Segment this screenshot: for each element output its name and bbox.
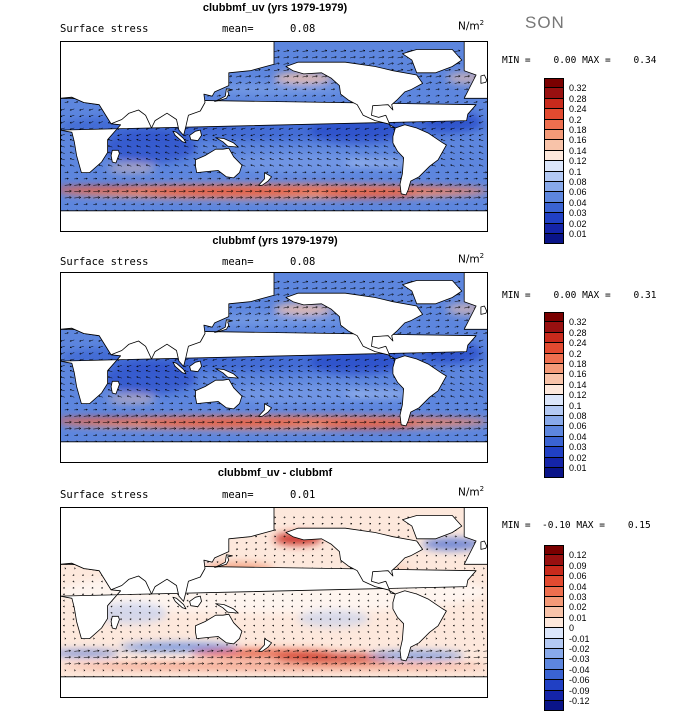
colorbar-swatch xyxy=(544,192,564,202)
colorbar-swatch xyxy=(544,130,564,140)
colorbar-level-label: 0.14 xyxy=(569,380,587,390)
colorbar-swatch xyxy=(544,140,564,150)
colorbar-swatch xyxy=(544,161,564,171)
panel-2-map xyxy=(60,272,488,463)
colorbar-swatch xyxy=(544,426,564,436)
land-antarctica xyxy=(60,442,488,463)
colorbar-swatch xyxy=(544,99,564,109)
colorbar-level-label: 0.12 xyxy=(569,156,587,166)
panel-1-title: clubbmf_uv (yrs 1979-1979) xyxy=(203,2,347,14)
field-contour xyxy=(108,163,156,174)
field-contour xyxy=(143,190,309,196)
colorbar-level-label: 0.03 xyxy=(569,208,587,218)
colorbar-swatch xyxy=(544,182,564,192)
colorbar-level-label: 0.18 xyxy=(569,359,587,369)
colorbar-level-label: 0.28 xyxy=(569,328,587,338)
panel-3-unit: N/m2 xyxy=(458,485,484,499)
colorbar-swatch xyxy=(544,224,564,234)
colorbar-level-label: 0.04 xyxy=(569,432,587,442)
colorbar-swatch xyxy=(544,364,564,374)
panel-2-subtitle: Surface stress xyxy=(60,256,149,268)
panel-3-map xyxy=(60,507,488,698)
colorbar-level-label: 0.24 xyxy=(569,338,587,348)
panel-1-map xyxy=(60,41,488,232)
field-layer xyxy=(60,507,488,698)
panel-2-unit: N/m2 xyxy=(458,252,484,266)
colorbar-level-label: 0.2 xyxy=(569,349,582,359)
panel-3-mean-label: mean= xyxy=(222,489,254,501)
panel-1-subtitle: Surface stress xyxy=(60,23,149,35)
colorbar-level-label: 0.08 xyxy=(569,177,587,187)
colorbar-swatch xyxy=(544,120,564,130)
colorbar-swatch xyxy=(544,416,564,426)
colorbar-swatch xyxy=(544,213,564,223)
colorbar-level-label: 0.28 xyxy=(569,94,587,104)
field-layer xyxy=(60,272,488,463)
colorbar-level-label: 0.1 xyxy=(569,167,582,177)
panel-2-minmax: MIN = 0.00 MAX = 0.31 xyxy=(502,290,656,301)
colorbar-level-label: 0.06 xyxy=(569,187,587,197)
colorbar-level-label: 0.32 xyxy=(569,317,587,327)
colorbar-level-label: 0.16 xyxy=(569,369,587,379)
field-contour xyxy=(369,651,464,659)
colorbar-level-label: 0.1 xyxy=(569,401,582,411)
colorbar-swatch xyxy=(544,406,564,416)
colorbar-swatch xyxy=(544,203,564,213)
colorbar-level-label: 0.12 xyxy=(569,390,587,400)
panel-1-mean-value: 0.08 xyxy=(290,23,315,35)
colorbar-level-label: 0.18 xyxy=(569,125,587,135)
panel-3-title: clubbmf_uv - clubbmf xyxy=(218,467,332,479)
colorbar-swatch xyxy=(544,322,564,332)
colorbar-level-label: 0.04 xyxy=(569,198,587,208)
colorbar-level-label: 0.32 xyxy=(569,83,587,93)
season-label: SON xyxy=(525,13,565,33)
field-contour xyxy=(108,394,156,405)
colorbar-swatch xyxy=(544,395,564,405)
panel-1-minmax: MIN = 0.00 MAX = 0.34 xyxy=(502,55,656,66)
colorbar-swatch xyxy=(544,151,564,161)
field-layer xyxy=(60,41,488,232)
colorbar-swatch xyxy=(544,88,564,98)
colorbar-level-label: 0.06 xyxy=(569,421,587,431)
colorbar-level-label: 0.08 xyxy=(569,411,587,421)
panel-2-mean-value: 0.08 xyxy=(290,256,315,268)
colorbar-level-label: 0.02 xyxy=(569,219,587,229)
colorbar-swatch xyxy=(544,468,564,478)
panel-2-mean-label: mean= xyxy=(222,256,254,268)
panel-2-title: clubbmf (yrs 1979-1979) xyxy=(212,235,337,247)
colorbar-level-label: 0.16 xyxy=(569,135,587,145)
colorbar-swatch xyxy=(544,447,564,457)
colorbar-swatch xyxy=(544,333,564,343)
colorbar-level-label: 0.03 xyxy=(569,442,587,452)
colorbar-swatch xyxy=(544,458,564,468)
colorbar-swatch xyxy=(544,343,564,353)
colorbar-level-label: 0.01 xyxy=(569,463,587,473)
colorbar-swatch xyxy=(544,78,564,88)
panel-3-mean-value: 0.01 xyxy=(290,489,315,501)
land-antarctica xyxy=(60,211,488,232)
colorbar-swatch xyxy=(544,437,564,447)
colorbar-level-label: 0.24 xyxy=(569,104,587,114)
panel-1-unit: N/m2 xyxy=(458,19,484,33)
field-contour xyxy=(143,421,309,427)
colorbar-swatch xyxy=(544,374,564,384)
colorbar-level-label: 0.01 xyxy=(569,229,587,239)
colorbar-swatch xyxy=(544,172,564,182)
panel-3-subtitle: Surface stress xyxy=(60,489,149,501)
colorbar-swatch xyxy=(544,385,564,395)
colorbar-swatch xyxy=(544,354,564,364)
panel-1-mean-label: mean= xyxy=(222,23,254,35)
colorbar-swatch xyxy=(544,312,564,322)
colorbar-level-label: 0.02 xyxy=(569,453,587,463)
colorbar-swatch xyxy=(544,234,564,244)
colorbar-level-label: 0.2 xyxy=(569,115,582,125)
colorbar-swatch xyxy=(544,109,564,119)
colorbar-level-label: 0.14 xyxy=(569,146,587,156)
